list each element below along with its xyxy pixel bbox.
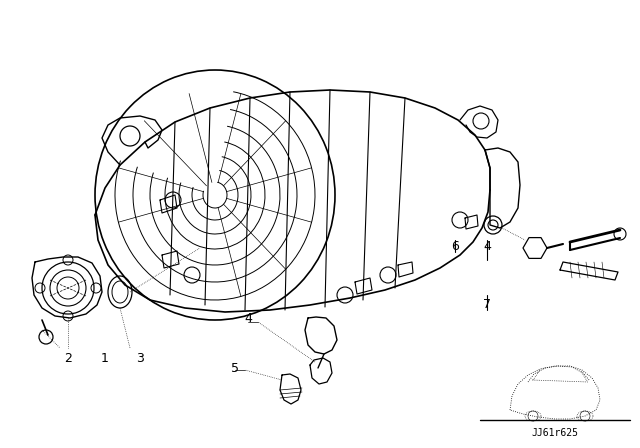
Text: 6: 6 [451,241,459,254]
Text: 1: 1 [101,352,109,365]
Text: JJ61r625: JJ61r625 [531,428,579,438]
Text: 2: 2 [64,352,72,365]
Text: 4: 4 [483,241,491,254]
Text: 5: 5 [231,362,239,375]
Text: 7: 7 [483,298,491,311]
Text: 3: 3 [136,352,144,365]
Text: 4: 4 [244,311,252,324]
